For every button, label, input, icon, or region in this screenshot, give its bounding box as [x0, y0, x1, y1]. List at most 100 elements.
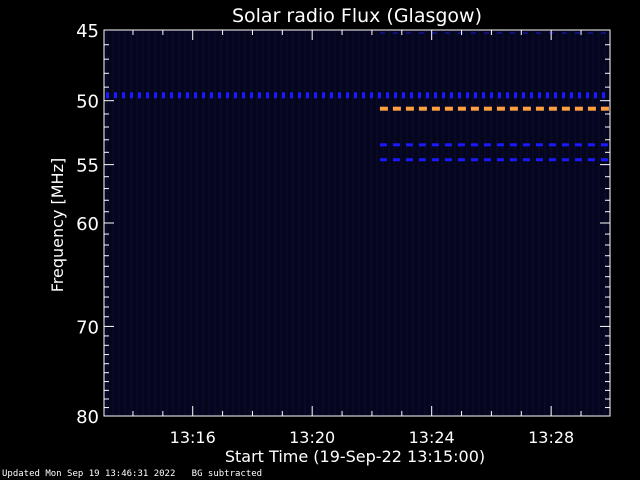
chart-title: Solar radio Flux (Glasgow) — [232, 5, 482, 27]
emission-band-0-segment — [362, 92, 365, 99]
emission-band-3-segment — [509, 158, 517, 162]
bg-stripe — [124, 31, 126, 415]
bg-stripe — [316, 31, 318, 415]
bg-stripe — [250, 31, 252, 415]
emission-band-0-segment — [106, 92, 109, 99]
emission-band-4-segment — [600, 31, 606, 34]
emission-band-1-segment — [418, 106, 427, 111]
emission-band-2-segment — [509, 143, 517, 147]
emission-band-4-segment — [574, 31, 580, 34]
emission-band-0-segment — [194, 92, 197, 99]
bg-stripe — [526, 31, 528, 415]
y-tick-label: 50 — [76, 92, 99, 113]
emission-band-3-segment — [587, 158, 595, 162]
emission-band-0-segment — [306, 92, 309, 99]
emission-band-0-segment — [218, 92, 221, 99]
emission-band-2-segment — [561, 143, 569, 147]
bg-stripe — [166, 31, 168, 415]
emission-band-0-segment — [314, 92, 317, 99]
emission-band-0-segment — [250, 92, 253, 99]
bg-stripe — [148, 31, 150, 415]
emission-band-3-segment — [600, 158, 608, 162]
bg-stripe — [340, 31, 342, 415]
emission-band-0-segment — [394, 92, 397, 99]
background-stripes — [106, 31, 606, 415]
bg-stripe — [376, 31, 378, 415]
emission-band-2-segment — [444, 143, 452, 147]
updated-timestamp: Updated Mon Sep 19 13:46:31 2022 — [2, 469, 176, 479]
x-axis-label: Start Time (19-Sep-22 13:15:00) — [225, 447, 485, 466]
bg-stripe — [556, 31, 558, 415]
bg-stripe — [484, 31, 486, 415]
emission-band-1-segment — [587, 106, 596, 111]
emission-band-0-segment — [122, 92, 125, 99]
bg-stripe — [244, 31, 246, 415]
emission-band-3-segment — [574, 158, 582, 162]
emission-band-0-segment — [466, 92, 469, 99]
emission-band-0-segment — [282, 92, 285, 99]
bg-stripe — [490, 31, 492, 415]
emission-band-0-segment — [482, 92, 485, 99]
emission-band-2-segment — [392, 143, 400, 147]
emission-band-2-segment — [574, 143, 582, 147]
bg-stripe — [160, 31, 162, 415]
bg-stripe — [574, 31, 576, 415]
emission-band-0-segment — [298, 92, 301, 99]
emission-band-3-segment — [535, 158, 543, 162]
emission-band-0-segment — [138, 92, 141, 99]
y-tick-label: 55 — [76, 156, 99, 177]
bg-stripe — [346, 31, 348, 415]
emission-band-0-segment — [338, 92, 341, 99]
emission-band-4-segment — [405, 31, 411, 34]
bg-stripe — [514, 31, 516, 415]
emission-band-2-segment — [418, 143, 426, 147]
emission-band-4-segment — [483, 31, 489, 34]
emission-band-0-segment — [114, 92, 117, 99]
bg-subtracted-note: BG subtracted — [191, 469, 263, 479]
bg-stripe — [502, 31, 504, 415]
emission-band-2-segment — [405, 143, 413, 147]
emission-band-0-segment — [522, 92, 525, 99]
emission-band-1-segment — [457, 106, 466, 111]
bg-stripe — [520, 31, 522, 415]
footer: Updated Mon Sep 19 13:46:31 2022 BG subt… — [2, 469, 262, 479]
bg-stripe — [292, 31, 294, 415]
emission-band-1-segment — [483, 106, 492, 111]
bg-stripe — [136, 31, 138, 415]
emission-band-0-segment — [234, 92, 237, 99]
bg-stripe — [220, 31, 222, 415]
emission-band-0-segment — [602, 92, 605, 99]
bg-stripe — [466, 31, 468, 415]
emission-band-1-segment — [379, 106, 388, 111]
emission-band-4-segment — [418, 31, 424, 34]
emission-band-2-segment — [457, 143, 465, 147]
emission-band-3-segment — [496, 158, 504, 162]
emission-band-0-segment — [402, 92, 405, 99]
bg-stripe — [262, 31, 264, 415]
emission-band-2-segment — [587, 143, 595, 147]
emission-band-1-segment — [444, 106, 453, 111]
y-tick-label: 80 — [76, 407, 99, 428]
bg-stripe — [142, 31, 144, 415]
bg-stripe — [196, 31, 198, 415]
bg-stripe — [364, 31, 366, 415]
bg-stripe — [388, 31, 390, 415]
emission-band-0-segment — [586, 92, 589, 99]
emission-band-1-segment — [431, 106, 440, 111]
emission-band-1-segment — [561, 106, 570, 111]
emission-band-2-segment — [483, 143, 491, 147]
emission-band-4-segment — [392, 31, 398, 34]
emission-band-0-segment — [266, 92, 269, 99]
bg-stripe — [268, 31, 270, 415]
emission-band-3-segment — [405, 158, 413, 162]
emission-band-1-segment — [574, 106, 583, 111]
bg-stripe — [208, 31, 210, 415]
bg-stripe — [334, 31, 336, 415]
emission-band-4-segment — [444, 31, 450, 34]
bg-stripe — [358, 31, 360, 415]
emission-band-0-segment — [274, 92, 277, 99]
emission-band-4-segment — [457, 31, 463, 34]
emission-band-2-segment — [470, 143, 478, 147]
bg-stripe — [130, 31, 132, 415]
